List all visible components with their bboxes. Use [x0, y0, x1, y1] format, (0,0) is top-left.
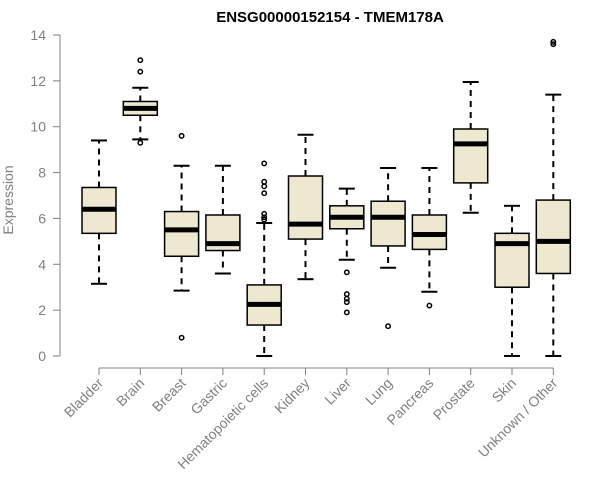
outlier-point [261, 210, 268, 217]
box-lung [370, 166, 406, 330]
box-kidney [287, 133, 324, 281]
outlier-point [137, 57, 144, 64]
outlier-point [261, 178, 268, 185]
x-tick-label: Prostate [430, 375, 478, 423]
box-gastric [205, 164, 241, 275]
outlier-point [178, 334, 185, 341]
y-axis-label: Expression [0, 165, 16, 234]
outlier-point [343, 291, 350, 298]
y-tick-label: 2 [38, 302, 46, 318]
x-tick-label: Lung [362, 375, 395, 408]
box-brain [122, 57, 159, 146]
box-unknown-other [535, 38, 572, 357]
outlier-point [261, 214, 268, 221]
y-tick-label: 10 [30, 119, 46, 135]
box-breast [163, 132, 200, 341]
outlier-point [343, 269, 350, 276]
chart-title: ENSG00000152154 - TMEM178A [216, 9, 444, 26]
box-liver [329, 187, 365, 316]
x-tick-label: Liver [321, 375, 354, 408]
x-tick-label: Kidney [271, 375, 313, 417]
y-tick-label: 4 [38, 256, 46, 272]
boxes-layer [81, 38, 572, 357]
y-tick-label: 14 [30, 27, 46, 43]
outlier-point [343, 309, 350, 316]
x-tick-label: Brain [113, 375, 147, 409]
outlier-point [343, 299, 350, 306]
y-tick-label: 8 [38, 165, 46, 181]
outlier-point [137, 139, 144, 146]
outlier-point [385, 323, 392, 330]
x-tick-label: Breast [149, 375, 189, 415]
outlier-point [550, 38, 557, 45]
outlier-point [261, 183, 268, 190]
box-bladder [81, 139, 117, 285]
box-iqr [452, 128, 489, 184]
y-axis: 0 2 4 6 8 10 12 14 [30, 27, 61, 364]
outlier-point [261, 216, 268, 223]
x-tick-label: Bladder [61, 375, 107, 421]
box-iqr [163, 210, 200, 258]
box-prostate [452, 81, 489, 214]
box-iqr [535, 199, 572, 275]
box-iqr [370, 200, 406, 247]
box-skin [494, 204, 530, 357]
box-hematopoietic-cells [246, 160, 282, 357]
outlier-point [343, 295, 350, 302]
outlier-point [426, 302, 433, 309]
y-tick-label: 0 [38, 348, 46, 364]
box-pancreas [411, 166, 448, 309]
y-tick-label: 6 [38, 210, 46, 226]
outlier-point [178, 132, 185, 139]
box-iqr [287, 175, 324, 240]
outlier-point [550, 41, 557, 48]
outlier-point [261, 190, 268, 197]
x-tick-label: Skin [489, 375, 520, 406]
outlier-point [261, 160, 268, 167]
y-tick-label: 12 [30, 73, 46, 89]
outlier-point [137, 68, 144, 75]
